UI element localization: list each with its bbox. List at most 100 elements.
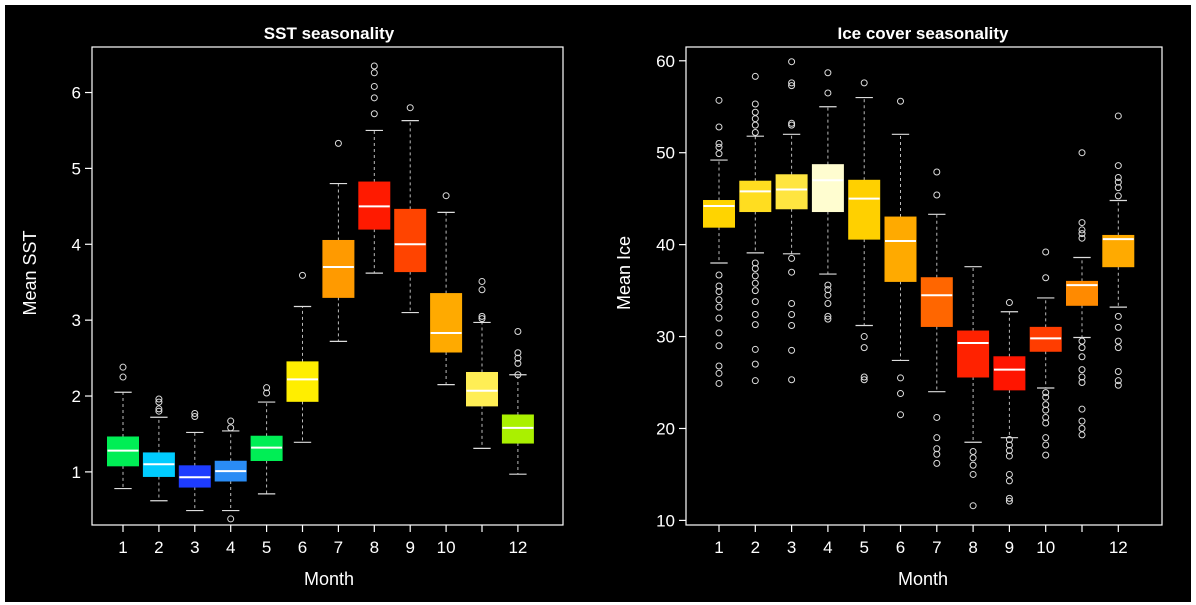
- ice-box-month-1: [703, 96, 735, 387]
- sst-box-month-5: [250, 384, 283, 495]
- ice-y-tick-label: 60: [656, 52, 675, 71]
- outlier-point: [1005, 494, 1013, 502]
- outlier-point: [969, 470, 977, 478]
- outlier-point: [1042, 441, 1050, 449]
- sst-x-tick-label: 6: [298, 538, 307, 557]
- outlier-point: [1078, 337, 1086, 345]
- outlier-point: [1078, 344, 1086, 352]
- iqr-box: [430, 293, 463, 353]
- outlier-point: [1114, 323, 1122, 331]
- outlier-point: [969, 454, 977, 462]
- outlier-point: [824, 312, 832, 320]
- outlier-point: [263, 389, 271, 397]
- iqr-box: [501, 414, 534, 444]
- outlier-point: [897, 374, 904, 382]
- sst-box-month-2: [142, 395, 175, 502]
- outlier-point: [1042, 413, 1050, 421]
- sst-box-month-10: [430, 192, 463, 386]
- outlier-point: [299, 271, 306, 279]
- outlier-point: [1005, 477, 1013, 485]
- outlier-point: [751, 100, 759, 108]
- outlier-point: [751, 108, 759, 116]
- outlier-point: [1078, 405, 1086, 413]
- outlier-point: [370, 110, 378, 118]
- outlier-point: [1114, 381, 1122, 389]
- outlier-point: [1005, 497, 1013, 505]
- iqr-box: [920, 277, 953, 327]
- iqr-box: [1066, 280, 1098, 306]
- outlier-point: [370, 82, 378, 90]
- outlier-point: [788, 299, 796, 307]
- outlier-point: [227, 424, 235, 432]
- ice-x-tick-label: 3: [787, 538, 796, 557]
- sst-box-month-12: [501, 328, 534, 475]
- ice-x-tick-label: 2: [751, 538, 760, 557]
- outlier-point: [1005, 470, 1013, 478]
- outlier-point: [514, 359, 522, 367]
- outlier-point: [824, 286, 832, 294]
- ice-chart-title: Ice cover seasonality: [837, 24, 1009, 43]
- outlier-point: [263, 384, 271, 392]
- sst-box-month-11: [466, 277, 498, 449]
- outlier-point: [370, 69, 378, 77]
- sst-box-month-4: [214, 417, 247, 523]
- outlier-point: [751, 128, 759, 136]
- outlier-point: [715, 314, 723, 322]
- outlier-point: [1114, 178, 1122, 186]
- outlier-point: [1042, 434, 1050, 442]
- outlier-point: [715, 140, 723, 148]
- ice-x-tick-label: 4: [823, 538, 832, 557]
- outlier-point: [715, 342, 723, 350]
- iqr-box: [286, 361, 319, 402]
- outlier-point: [751, 345, 759, 353]
- ice-box-month-8: [957, 266, 990, 510]
- outlier-point: [370, 94, 378, 102]
- sst-x-tick-label: 9: [405, 538, 414, 557]
- outlier-point: [751, 259, 759, 267]
- outlier-point: [1078, 219, 1086, 227]
- outlier-point: [860, 376, 868, 384]
- outlier-point: [1114, 367, 1122, 375]
- outlier-point: [969, 461, 977, 469]
- outlier-point: [119, 363, 127, 371]
- sst-x-tick-label: 5: [262, 538, 271, 557]
- outlier-point: [751, 72, 759, 80]
- outlier-point: [514, 354, 522, 362]
- outlier-point: [969, 502, 977, 510]
- outlier-point: [715, 123, 723, 131]
- ice-y-tick-label: 50: [656, 144, 675, 163]
- ice-plot-frame: [685, 46, 1163, 526]
- iqr-box: [957, 330, 990, 378]
- ice-box-month-7: [920, 168, 953, 467]
- outlier-point: [751, 279, 759, 287]
- outlier-point: [751, 377, 759, 385]
- outlier-point: [1078, 424, 1086, 432]
- ice-box-month-10: [1029, 248, 1062, 459]
- outlier-point: [442, 192, 450, 200]
- outlier-point: [933, 434, 941, 442]
- sst-x-tick-label: 3: [190, 538, 199, 557]
- outlier-point: [788, 254, 796, 262]
- outlier-point: [119, 373, 127, 381]
- outlier-point: [1042, 401, 1050, 409]
- outlier-point: [1114, 112, 1122, 120]
- ice-box-month-9: [993, 299, 1026, 505]
- sst-box-month-6: [286, 271, 319, 443]
- outlier-point: [715, 150, 723, 158]
- ice-box-month-2: [739, 72, 772, 385]
- iqr-box: [775, 174, 808, 210]
- outlier-point: [1042, 451, 1050, 459]
- iqr-box: [884, 216, 917, 282]
- outlier-point: [897, 390, 904, 398]
- outlier-point: [715, 369, 723, 377]
- outlier-point: [788, 376, 796, 384]
- outlier-point: [227, 515, 235, 523]
- sst-y-tick-label: 2: [72, 387, 81, 406]
- sst-box-month-8: [358, 62, 391, 274]
- outlier-point: [933, 459, 941, 467]
- ice-y-axis-label: Mean Ice: [614, 236, 634, 310]
- outlier-point: [1078, 226, 1086, 234]
- outlier-point: [1114, 174, 1122, 182]
- outlier-point: [514, 371, 522, 379]
